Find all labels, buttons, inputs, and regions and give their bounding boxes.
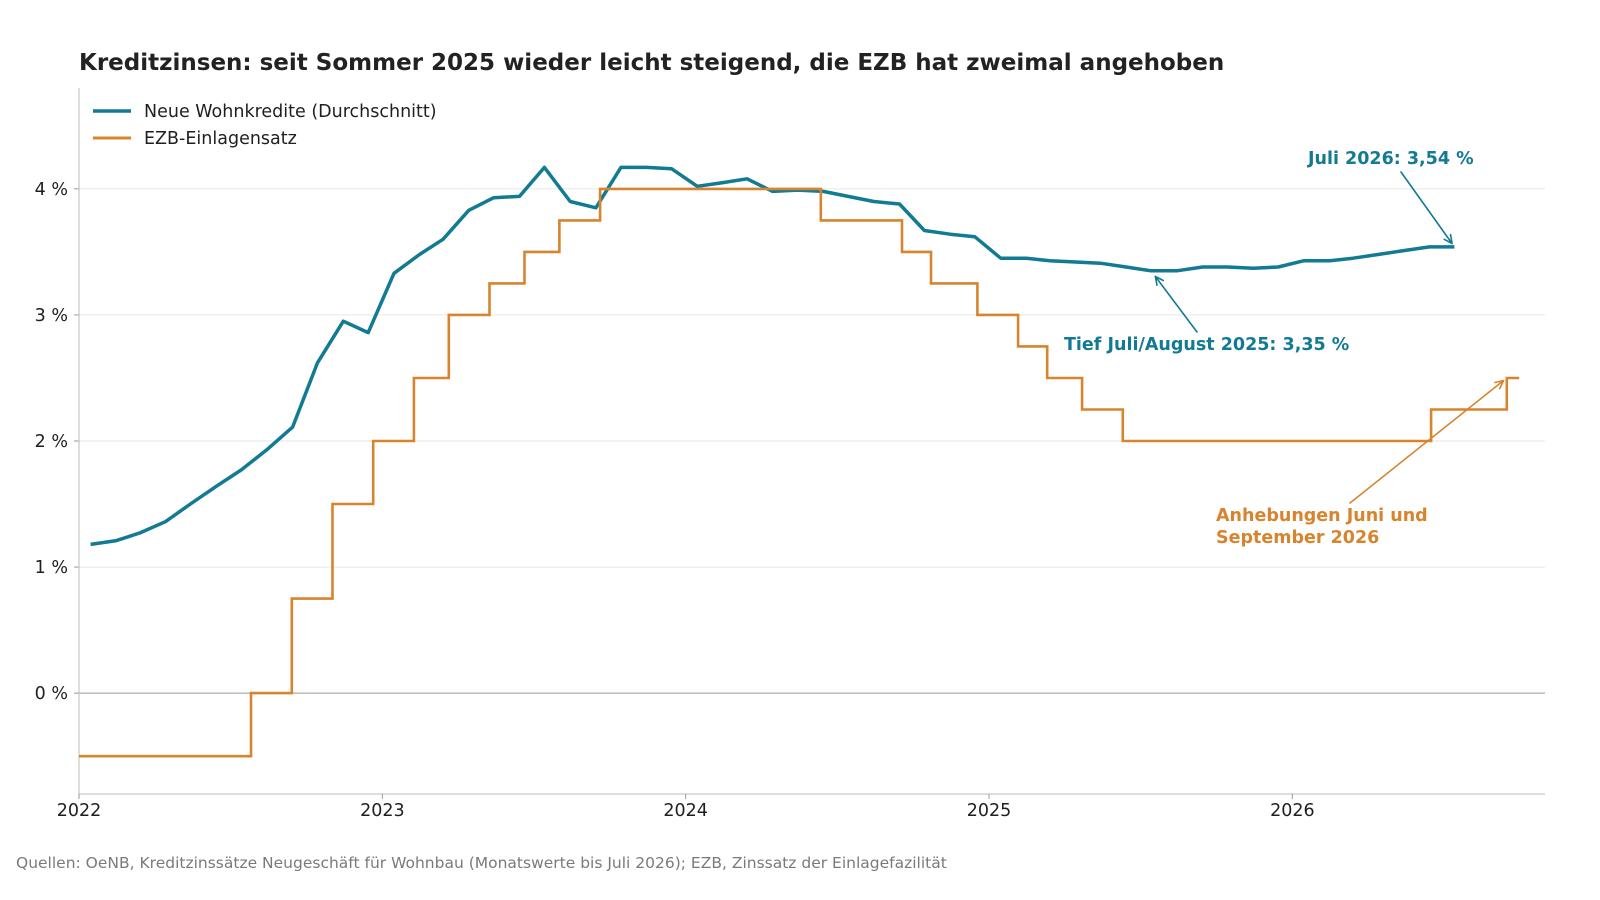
y-tick-label: 3 % <box>35 306 68 326</box>
annotation: Tief Juli/August 2025: 3,35 % <box>1064 275 1349 355</box>
annotation-label: Tief Juli/August 2025: 3,35 % <box>1064 335 1349 355</box>
annotation-arrow <box>1154 275 1198 333</box>
annotation-label: Anhebungen Juni und <box>1216 506 1428 526</box>
x-tick-label: 2025 <box>967 801 1012 821</box>
annotation-label: Juli 2026: 3,54 % <box>1307 149 1474 169</box>
plot-area <box>79 165 1520 758</box>
series-line-wohnkredite <box>90 165 1455 547</box>
annotation: Juli 2026: 3,54 % <box>1307 149 1474 245</box>
x-tick-label: 2026 <box>1270 801 1315 821</box>
legend: Neue Wohnkredite (Durchschnitt) EZB-Einl… <box>93 102 437 149</box>
axes: 0 % 1 % 2 % 3 % 4 % 2022 2023 2024 2025 2026 <box>35 88 1545 821</box>
annotation-arrow <box>1349 379 1505 504</box>
legend-label-wohnkredite: Neue Wohnkredite (Durchschnitt) <box>144 102 437 122</box>
y-tick-label: 1 % <box>35 558 68 578</box>
legend-label-ezb: EZB-Einlagensatz <box>144 129 297 149</box>
y-tick-label: 2 % <box>35 432 68 452</box>
series-line-ezb-einlagensatz <box>79 187 1520 758</box>
annotation-label: September 2026 <box>1216 528 1379 548</box>
annotation-arrow <box>1400 171 1453 245</box>
x-tick-label: 2024 <box>663 801 708 821</box>
source-note: Quellen: OeNB, Kreditzinssätze Neugeschä… <box>16 854 947 872</box>
x-tick-label: 2022 <box>57 801 102 821</box>
y-tick-label: 0 % <box>35 684 68 704</box>
y-tick-label: 4 % <box>35 180 68 200</box>
chart-title: Kreditzinsen: seit Sommer 2025 wieder le… <box>79 50 1224 76</box>
annotations: Juli 2026: 3,54 % Tief Juli/August 2025: … <box>1064 149 1505 548</box>
x-tick-label: 2023 <box>360 801 405 821</box>
